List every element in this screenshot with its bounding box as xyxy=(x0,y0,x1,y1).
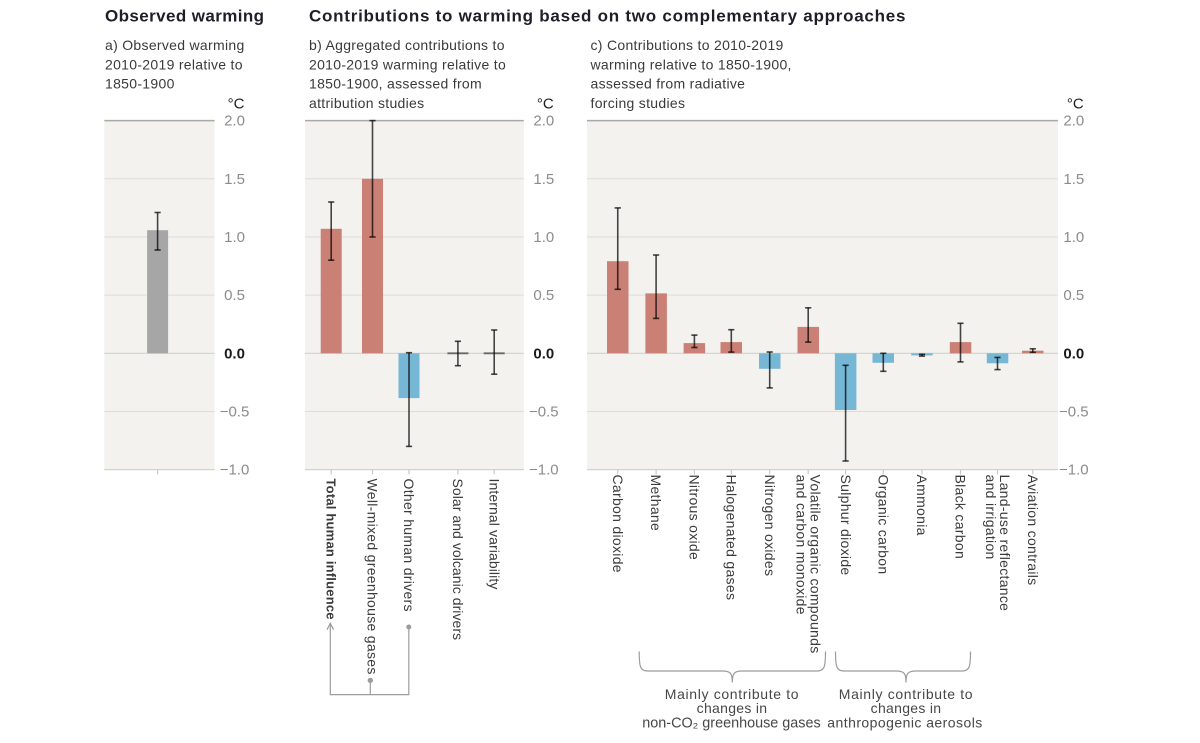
svg-text:0.0: 0.0 xyxy=(224,345,245,362)
svg-text:0.0: 0.0 xyxy=(533,345,554,362)
svg-text:−0.5: −0.5 xyxy=(1059,404,1089,421)
svg-text:0.5: 0.5 xyxy=(224,287,245,304)
svg-text:0.5: 0.5 xyxy=(1063,287,1084,304)
svg-text:−1.0: −1.0 xyxy=(220,462,250,479)
svg-text:warming relative to 1850-1900,: warming relative to 1850-1900, xyxy=(590,56,792,72)
svg-text:b) Aggregated contributions to: b) Aggregated contributions to xyxy=(309,37,505,53)
svg-text:1850-1900, assessed from: 1850-1900, assessed from xyxy=(309,76,482,92)
svg-text:1.0: 1.0 xyxy=(1063,229,1084,246)
svg-text:Solar and volcanic drivers: Solar and volcanic drivers xyxy=(450,479,466,641)
svg-text:0.5: 0.5 xyxy=(533,287,554,304)
svg-text:Nitrogen oxides: Nitrogen oxides xyxy=(762,475,778,577)
svg-text:−0.5: −0.5 xyxy=(220,404,250,421)
svg-text:Other human drivers: Other human drivers xyxy=(401,479,417,612)
svg-text:a) Observed warming: a) Observed warming xyxy=(105,37,245,53)
svg-text:−1.0: −1.0 xyxy=(1059,462,1089,479)
svg-text:Organic carbon: Organic carbon xyxy=(875,475,891,575)
svg-text:Total human influence: Total human influence xyxy=(323,479,338,620)
svg-text:2.0: 2.0 xyxy=(533,113,554,130)
svg-text:Methane: Methane xyxy=(648,475,664,532)
svg-text:2.0: 2.0 xyxy=(1063,113,1084,130)
svg-text:Aviation contrails: Aviation contrails xyxy=(1025,475,1041,586)
svg-text:1.0: 1.0 xyxy=(533,229,554,246)
svg-text:Volatile organic compounds: Volatile organic compounds xyxy=(808,475,824,654)
svg-text:0.0: 0.0 xyxy=(1063,345,1084,362)
svg-text:Halogenated gases: Halogenated gases xyxy=(723,475,739,601)
svg-text:1850-1900: 1850-1900 xyxy=(105,76,175,92)
svg-text:c) Contributions to 2010-2019: c) Contributions to 2010-2019 xyxy=(591,37,784,53)
svg-text:Internal variability: Internal variability xyxy=(486,479,502,590)
svg-text:1.5: 1.5 xyxy=(1063,171,1084,188)
svg-text:−1.0: −1.0 xyxy=(529,462,559,479)
svg-text:changes in: changes in xyxy=(697,700,768,716)
svg-text:Land-use reflectance: Land-use reflectance xyxy=(997,475,1013,612)
svg-text:forcing studies: forcing studies xyxy=(591,95,686,111)
svg-text:1.5: 1.5 xyxy=(224,171,245,188)
svg-text:Ammonia: Ammonia xyxy=(914,475,930,536)
svg-text:°C: °C xyxy=(537,95,554,112)
svg-text:attribution studies: attribution studies xyxy=(309,95,424,111)
svg-text:−0.5: −0.5 xyxy=(529,404,559,421)
svg-text:1.0: 1.0 xyxy=(224,229,245,246)
svg-text:2010-2019 relative to: 2010-2019 relative to xyxy=(105,56,243,72)
svg-text:non-CO₂ greenhouse gases: non-CO₂ greenhouse gases xyxy=(642,715,820,731)
svg-text:Carbon dioxide: Carbon dioxide xyxy=(610,475,626,573)
svg-text:2.0: 2.0 xyxy=(224,113,245,130)
svg-text:Mainly contribute to: Mainly contribute to xyxy=(839,686,973,702)
svg-text:2010-2019 warming relative to: 2010-2019 warming relative to xyxy=(309,56,506,72)
svg-text:Black carbon: Black carbon xyxy=(953,475,969,560)
svg-text:°C: °C xyxy=(1067,95,1084,112)
svg-text:°C: °C xyxy=(228,95,245,112)
svg-text:Sulphur dioxide: Sulphur dioxide xyxy=(838,475,854,576)
svg-text:Mainly contribute to: Mainly contribute to xyxy=(665,686,799,702)
svg-text:and irrigation: and irrigation xyxy=(983,475,999,560)
svg-text:anthropogenic aerosols: anthropogenic aerosols xyxy=(827,714,982,730)
svg-text:Contributions to warming based: Contributions to warming based on two co… xyxy=(309,7,906,26)
svg-text:changes in: changes in xyxy=(871,700,942,716)
svg-text:1.5: 1.5 xyxy=(533,171,554,188)
svg-text:Observed warming: Observed warming xyxy=(105,7,264,26)
svg-text:and carbon monoxide: and carbon monoxide xyxy=(794,475,810,615)
svg-text:Nitrous oxide: Nitrous oxide xyxy=(687,475,703,561)
svg-text:Well-mixed greenhouse gases: Well-mixed greenhouse gases xyxy=(365,479,381,675)
svg-text:assessed from radiative: assessed from radiative xyxy=(591,76,746,92)
